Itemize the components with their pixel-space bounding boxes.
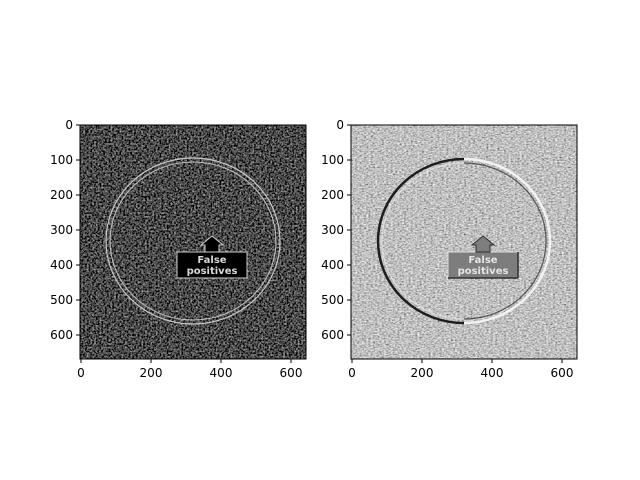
left-y-axis: 0 100 200 300 400 500 600 — [50, 118, 80, 342]
right-xtick-200: 200 — [411, 366, 434, 380]
left-ytick-600: 600 — [50, 328, 73, 342]
false-positives-callout: False positives — [176, 235, 248, 279]
left-xtick-0: 0 — [77, 366, 85, 380]
callout-line-1: False — [197, 255, 226, 266]
inner-ring-edge — [109, 161, 277, 321]
right-x-axis: 0 200 400 600 — [348, 359, 573, 380]
left-panel: False positives 0 100 200 300 400 500 60… — [50, 118, 307, 380]
callout-line-2: positives — [187, 266, 238, 277]
left-ytick-500: 500 — [50, 293, 73, 307]
emboss-line-2: positives — [458, 266, 509, 277]
right-ytick-400: 400 — [321, 258, 344, 272]
right-y-axis: 0 100 200 300 400 500 600 — [321, 118, 351, 342]
left-image: False positives — [80, 125, 306, 359]
ring-highlight-edge — [463, 157, 552, 325]
right-ytick-0: 0 — [336, 118, 344, 132]
false-positives-emboss: False positives — [447, 235, 519, 279]
left-ytick-0: 0 — [65, 118, 73, 132]
left-x-axis: 0 200 400 600 — [77, 359, 302, 380]
right-xtick-600: 600 — [551, 366, 574, 380]
left-ytick-100: 100 — [50, 153, 73, 167]
left-xtick-200: 200 — [140, 366, 163, 380]
right-image: False positives — [351, 125, 577, 359]
right-ytick-100: 100 — [321, 153, 344, 167]
right-ytick-200: 200 — [321, 188, 344, 202]
left-ytick-300: 300 — [50, 223, 73, 237]
outer-ring-edge — [105, 157, 281, 325]
right-ytick-600: 600 — [321, 328, 344, 342]
left-ytick-200: 200 — [50, 188, 73, 202]
right-xtick-400: 400 — [481, 366, 504, 380]
left-xtick-600: 600 — [280, 366, 303, 380]
right-panel: False positives 0 100 200 300 400 500 60… — [321, 118, 578, 380]
right-xtick-0: 0 — [348, 366, 356, 380]
right-ytick-500: 500 — [321, 293, 344, 307]
left-ytick-400: 400 — [50, 258, 73, 272]
left-axes-frame — [79, 124, 307, 360]
ring-shadow-edge — [376, 157, 465, 325]
right-ytick-300: 300 — [321, 223, 344, 237]
right-axes-frame — [350, 124, 578, 360]
left-xtick-400: 400 — [210, 366, 233, 380]
emboss-line-1: False — [468, 255, 497, 266]
